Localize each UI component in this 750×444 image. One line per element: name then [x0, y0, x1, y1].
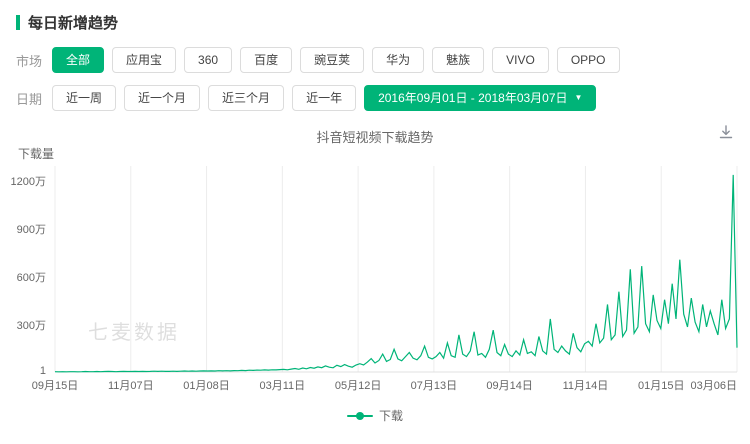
gridlines: [54, 166, 738, 373]
market-filter-label: 市场: [16, 53, 43, 69]
download-icon[interactable]: [716, 122, 736, 145]
legend-label: 下载: [378, 409, 403, 423]
market-filter-row: 市场 全部 应用宝 360 百度 豌豆荚 华为 魅族 VIVO OPPO: [16, 47, 620, 73]
x-tick-label: 01月15日: [637, 380, 685, 392]
market-option-baidu[interactable]: 百度: [240, 47, 293, 73]
date-filter-row: 日期 近一周 近一个月 近三个月 近一年 2016年09月01日 - 2018年…: [16, 85, 597, 111]
x-tick-label: 09月14日: [486, 380, 533, 392]
page-title: 每日新增趋势: [28, 15, 119, 32]
x-tick-label: 03月11日: [259, 380, 306, 392]
market-option-all[interactable]: 全部: [52, 47, 105, 73]
date-option-month[interactable]: 近一个月: [124, 85, 201, 111]
date-range-dropdown[interactable]: 2016年09月01日 - 2018年03月07日 ▼: [364, 85, 597, 111]
market-option-yingyongbao[interactable]: 应用宝: [112, 47, 177, 73]
date-range-value: 2016年09月01日 - 2018年03月07日: [378, 91, 568, 105]
market-option-oppo[interactable]: OPPO: [556, 47, 620, 73]
y-tick-label: 1: [39, 365, 46, 377]
legend: 下载: [0, 407, 750, 424]
date-filter-label: 日期: [16, 91, 43, 107]
x-tick-label: 05月12日: [334, 380, 382, 392]
header-accent-bar: [16, 15, 20, 30]
y-tick-label: 600万: [16, 272, 46, 284]
download-series-line: [54, 174, 738, 373]
watermark: 七麦数据: [88, 322, 180, 344]
market-option-360[interactable]: 360: [184, 47, 233, 73]
market-option-vivo[interactable]: VIVO: [492, 47, 549, 73]
legend-item-download[interactable]: 下载: [346, 407, 403, 424]
y-tick-label: 900万: [16, 224, 46, 236]
market-option-huawei[interactable]: 华为: [372, 47, 425, 73]
chart-title: 抖音短视频下载趋势: [316, 130, 434, 145]
y-axis-title: 下载量: [18, 147, 55, 161]
x-tick-label: 11月14日: [562, 380, 609, 392]
x-tick-label: 01月08日: [183, 380, 230, 392]
section-header: 每日新增趋势: [16, 12, 118, 33]
market-option-wandoujia[interactable]: 豌豆荚: [300, 47, 365, 73]
y-tick-label: 300万: [16, 320, 46, 332]
x-tick-label: 09月15日: [31, 380, 79, 392]
market-option-meizu[interactable]: 魅族: [432, 47, 485, 73]
x-tick-label: 11月07日: [107, 380, 154, 392]
legend-line-icon: [346, 411, 373, 421]
y-tick-label: 1200万: [10, 176, 46, 188]
chart-plot-area[interactable]: [0, 160, 750, 378]
caret-down-icon: ▼: [574, 93, 583, 102]
x-tick-label: 03月06日: [690, 380, 737, 392]
x-tick-label: 07月13日: [410, 380, 458, 392]
date-option-quarter[interactable]: 近三个月: [208, 85, 285, 111]
date-option-week[interactable]: 近一周: [52, 85, 117, 111]
date-option-year[interactable]: 近一年: [292, 85, 357, 111]
